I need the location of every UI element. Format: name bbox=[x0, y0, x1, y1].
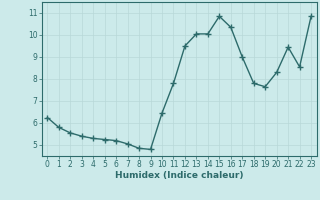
X-axis label: Humidex (Indice chaleur): Humidex (Indice chaleur) bbox=[115, 171, 244, 180]
